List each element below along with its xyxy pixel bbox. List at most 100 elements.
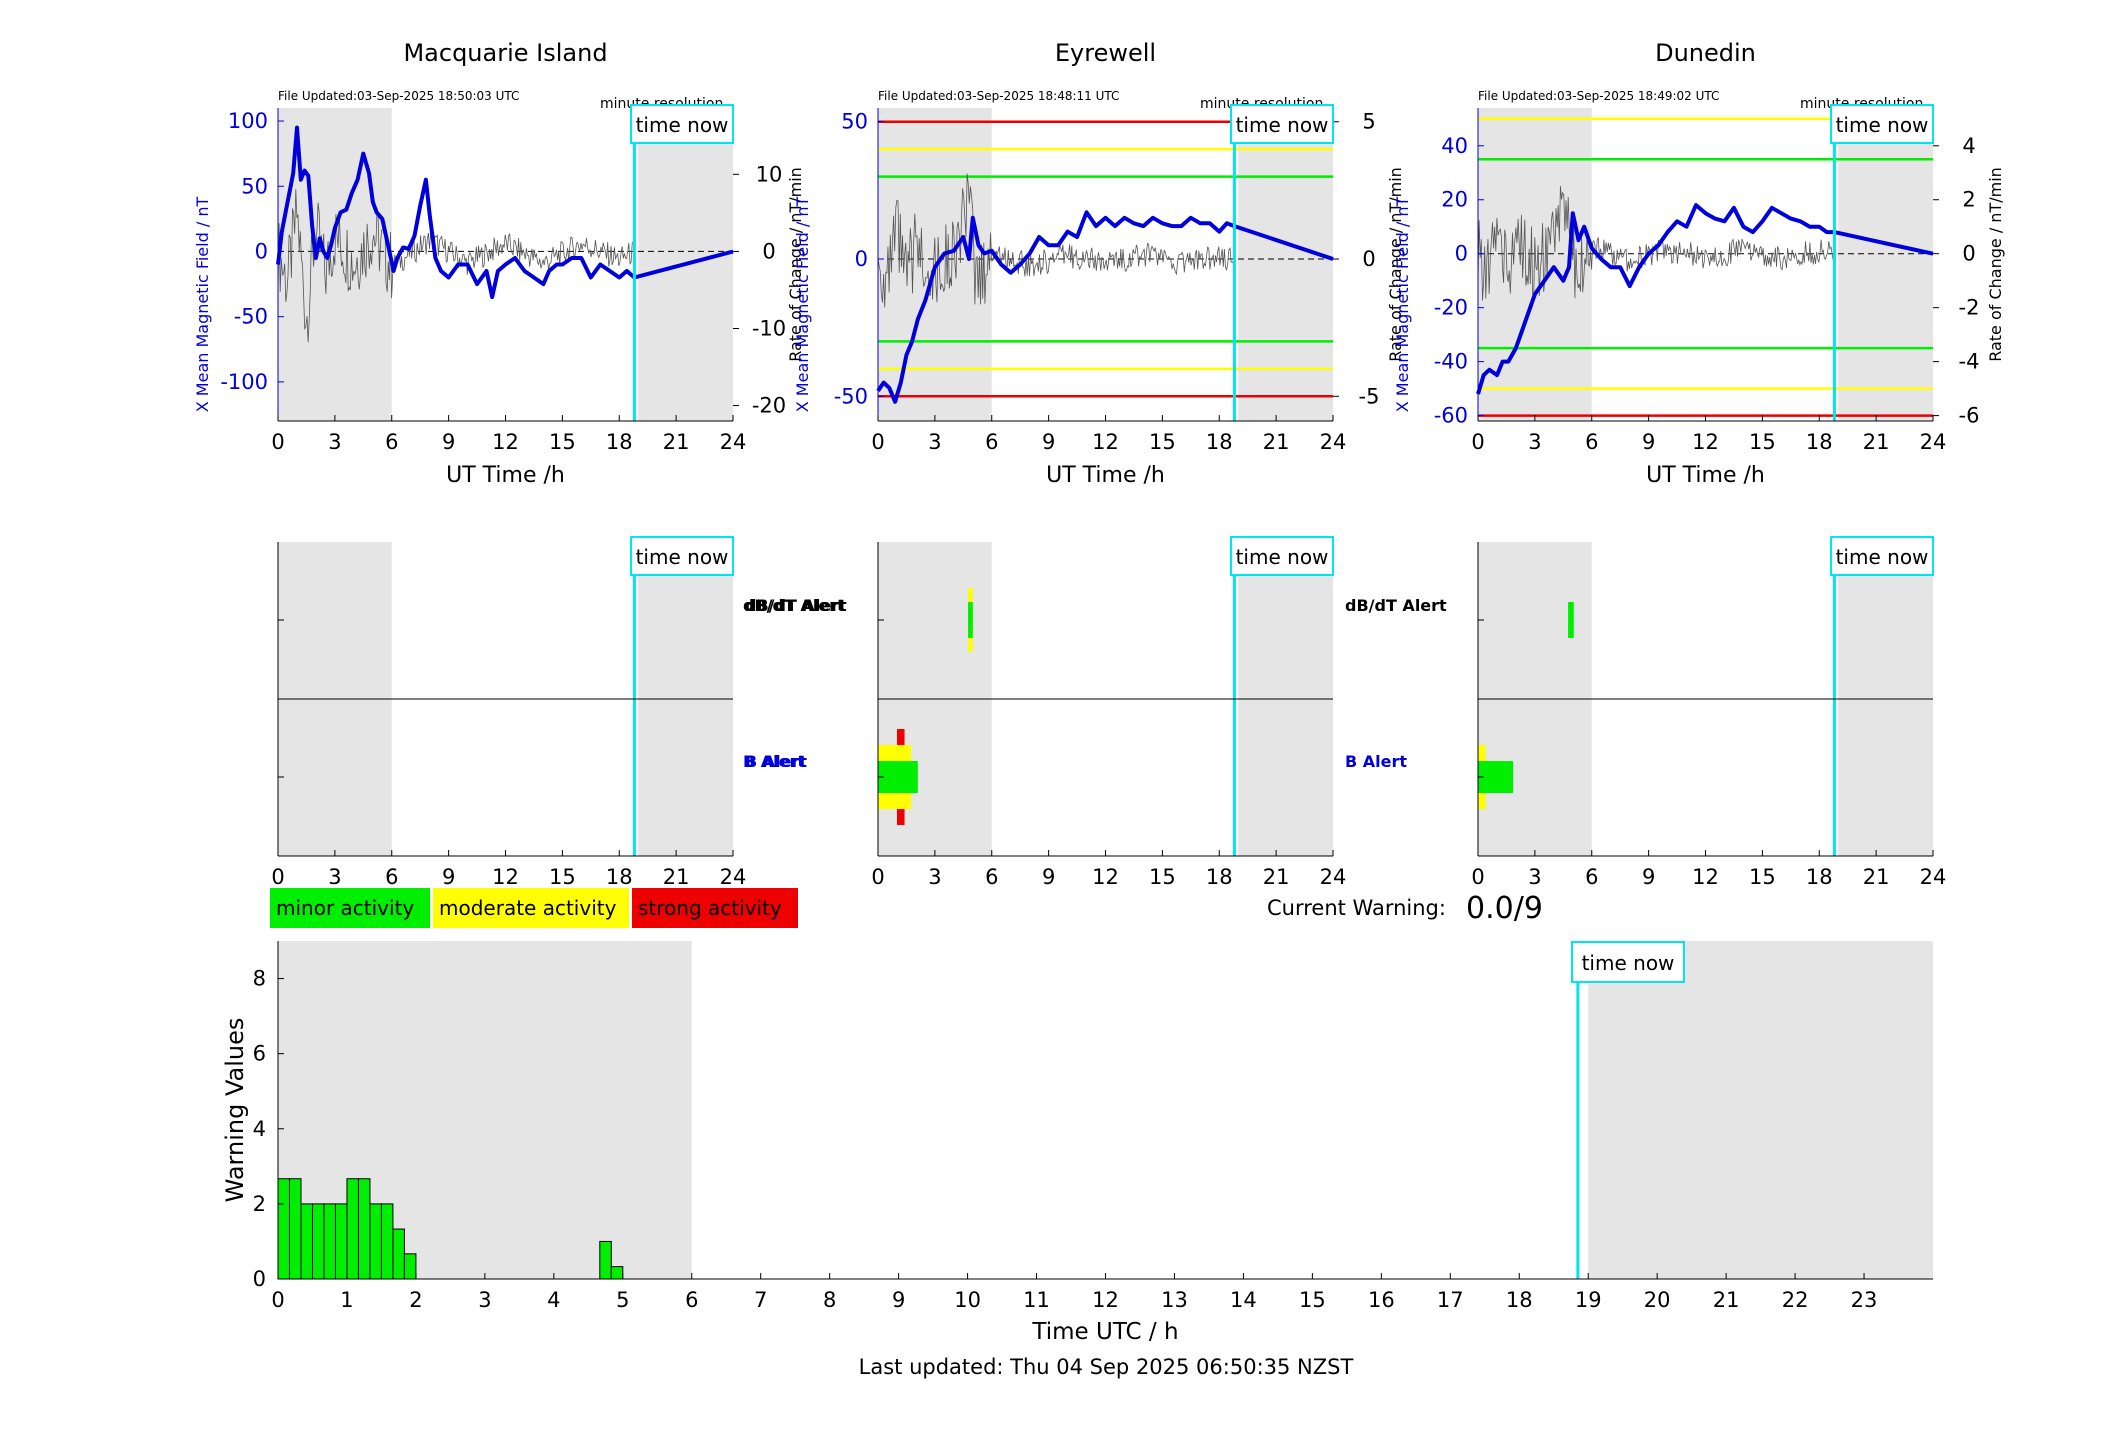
warning-x-tick-label: 21 [1713,1288,1740,1312]
warning-bar [599,1240,612,1280]
warning-y-tick-label: 0 [253,1267,266,1291]
alert-x-tick-label: 3 [1528,865,1541,889]
y-tick-label-right: -2 [1959,296,1980,320]
y-axis-label-left: X Mean Magnetic Field / nT [793,197,812,413]
rate-of-change-line-dunedin [1477,186,1835,301]
y-tick-label-left: 0 [855,247,868,271]
x-tick-label: 21 [663,430,690,454]
warning-x-axis-label: Time UTC / h [1031,1319,1178,1345]
y-tick-label-left: 0 [255,239,268,263]
data-marks-layer [270,108,1934,1280]
x-tick-label: 18 [606,430,633,454]
alert-x-tick-label: 24 [1920,865,1947,889]
warning-y-axis-label: Warning Values [221,1018,249,1203]
mean-field-line-eyrewell [876,210,1334,404]
warning-x-tick-label: 0 [271,1288,284,1312]
dbdt-alert-label: dB/dT Alert [745,596,847,615]
shade-layer [278,108,1933,1279]
y-axis-label-left: X Mean Magnetic Field / nT [1393,197,1412,413]
x-tick-label: 21 [1863,430,1890,454]
warning-x-tick-label: 11 [1023,1288,1050,1312]
y-tick-label-left: 100 [228,109,268,133]
y-tick-label-right: 4 [1962,134,1975,158]
x-tick-label: 9 [1642,430,1655,454]
alert-x-tick-label: 12 [492,865,519,889]
station-title: Dunedin [1655,39,1756,67]
x-tick-label: 15 [549,430,576,454]
y-tick-label-right: -10 [752,316,786,340]
warning-y-tick-label: 6 [253,1042,266,1066]
warning-bar [357,1178,371,1280]
time-now-box-dunedin [1830,104,1934,144]
rate-of-change-line-eyrewell [877,173,1235,308]
alert-time-now-box-dunedin [1830,536,1934,576]
x-tick-label: 24 [1920,430,1947,454]
current-warning-label: Current Warning: [1267,896,1446,920]
alert-x-tick-label: 21 [663,865,690,889]
y-tick-label-left: -100 [220,370,268,394]
mean-field-line-macquarie [276,125,734,300]
y-tick-label-right: -20 [752,394,786,418]
x-tick-label: 0 [1471,430,1484,454]
time-now-label: time now [636,113,729,137]
file-updated-label: File Updated:03-Sep-2025 18:48:11 UTC [878,89,1119,103]
legend-label: minor activity [276,896,414,920]
b-alert-label: B Alert [743,752,805,771]
alert-x-tick-label: 15 [1149,865,1176,889]
alert-x-tick-label: 0 [871,865,884,889]
warning-x-tick-label: 4 [547,1288,560,1312]
y-tick-label-left: -40 [1434,350,1468,374]
x-tick-label: 6 [1585,430,1598,454]
alert-x-tick-label: 15 [1749,865,1776,889]
time-now-label: time now [636,545,729,569]
alert-x-tick-label: 3 [328,865,341,889]
dbdt-alert-label: dB/dT Alert [743,596,845,615]
alert-x-tick-label: 12 [1092,865,1119,889]
warning-x-tick-label: 1 [340,1288,353,1312]
alert-x-tick-label: 21 [1263,865,1290,889]
alert-x-tick-label: 24 [1320,865,1347,889]
alert-bar [1568,602,1574,638]
y-tick-label-right: -4 [1959,350,1980,374]
x-tick-label: 15 [1149,430,1176,454]
x-tick-label: 3 [328,430,341,454]
file-updated-label: File Updated:03-Sep-2025 18:49:02 UTC [1478,89,1719,103]
x-tick-label: 0 [271,430,284,454]
y-tick-label-right: 0 [1362,247,1375,271]
y-axis-label-left: X Mean Magnetic Field / nT [193,197,212,413]
x-tick-label: 24 [1320,430,1347,454]
alert-x-tick-label: 9 [1042,865,1055,889]
x-tick-label: 9 [1042,430,1055,454]
warning-bar [311,1203,325,1280]
alert-x-tick-label: 0 [1471,865,1484,889]
time-now-box-macquarie [630,104,734,144]
warning-x-tick-label: 7 [754,1288,767,1312]
rate-of-change-line-macquarie [277,189,635,343]
x-axis-label: UT Time /h [1646,463,1765,488]
warning-x-tick-label: 16 [1368,1288,1395,1312]
x-axis-label: UT Time /h [1046,463,1165,488]
y-tick-label-left: 0 [1455,242,1468,266]
x-tick-label: 24 [720,430,747,454]
b-alert-label: B Alert [745,752,807,771]
x-tick-label: 12 [1092,430,1119,454]
warning-bar [288,1178,302,1280]
y-tick-label-left: -50 [834,384,868,408]
warning-bar [610,1266,624,1280]
y-tick-label-right: 0 [1962,242,1975,266]
warning-x-tick-label: 17 [1437,1288,1464,1312]
warning-bar [346,1178,359,1280]
warning-bar [380,1203,394,1280]
y-axis-label-right: Rate of Change / nT/min [1986,167,2005,362]
time-now-label: time now [1236,113,1329,137]
x-axis-label: UT Time /h [446,463,565,488]
warning-y-tick-label: 4 [253,1117,266,1141]
y-axis-label-right: Rate of Change / nT/min [786,167,805,362]
last-updated-label: Last updated: Thu 04 Sep 2025 06:50:35 N… [859,1355,1354,1379]
warning-shade-1 [1588,941,1933,1279]
warning-bar [369,1203,382,1280]
x-tick-label: 6 [385,430,398,454]
y-tick-label-right: -5 [1359,384,1380,408]
warning-x-tick-label: 6 [685,1288,698,1312]
axes-layer [277,108,1939,1280]
